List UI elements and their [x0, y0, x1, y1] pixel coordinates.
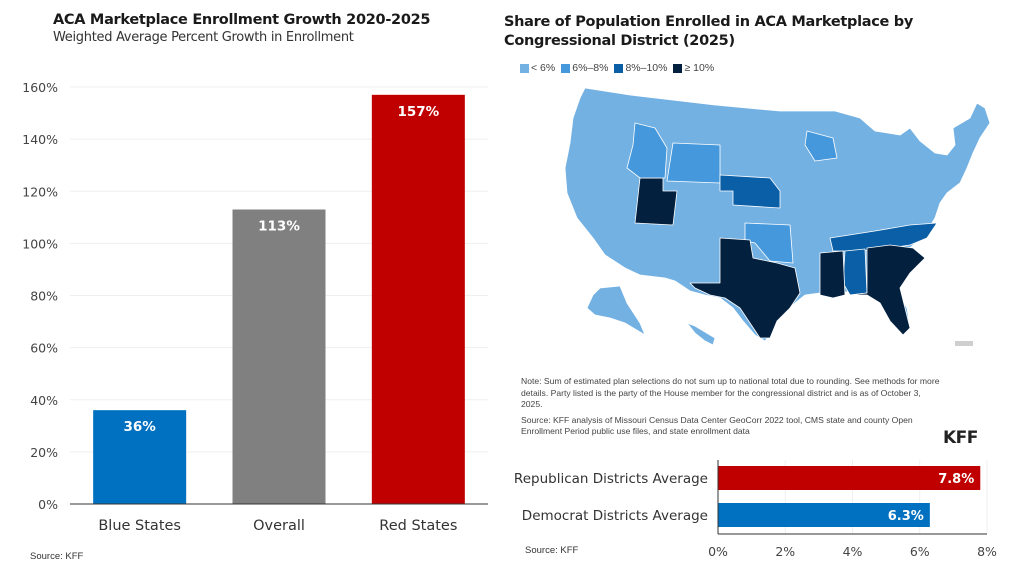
legend-swatch [614, 63, 624, 73]
y-tick-label: 140% [22, 132, 58, 147]
map-region-alaska [586, 285, 646, 336]
map-source-text: Source: KFF analysis of Missouri Census … [521, 414, 913, 437]
data-label: 36% [124, 419, 157, 435]
map-region-hawaii [686, 322, 716, 346]
y-tick-label: 80% [30, 289, 58, 304]
map-region-wyoming [666, 142, 721, 184]
map-region-texas [689, 237, 801, 339]
enrollment-growth-bar-chart: 0% 20% 40% 60% 80% 100% 120% 140% 160% 36% Blue St… [22, 80, 488, 534]
right-source: Source: KFF [525, 545, 579, 556]
bar [232, 209, 326, 504]
map-region-mississippi [819, 250, 846, 299]
legend-swatch [520, 63, 529, 73]
map-region-wisconsin [804, 130, 838, 162]
legend-item: 6%–8% [561, 62, 608, 74]
x-tick-label: 2% [775, 544, 795, 559]
y-tick-label: 20% [30, 445, 58, 460]
map-title: Share of Population Enrolled in ACA Mark… [504, 14, 914, 49]
x-tick-label: 6% [910, 544, 930, 559]
x-tick-label: Blue States [98, 518, 181, 534]
left-source: Source: KFF [30, 551, 84, 562]
legend-swatch [673, 63, 683, 73]
map-region-georgia-sc-florida [849, 244, 926, 336]
us-choropleth-map [564, 87, 991, 346]
map-region-alabama [842, 248, 868, 296]
x-tick-label: 8% [977, 544, 997, 559]
kff-logo: KFF [943, 428, 978, 448]
bar [718, 503, 930, 527]
map-notes: Note: Sum of estimated plan selections d… [521, 376, 941, 438]
map-legend: < 6% 6%–8% 8%–10% ≥ 10% [520, 62, 714, 74]
x-tick-label: 0% [708, 544, 728, 559]
bar [718, 466, 981, 490]
y-tick-label: 40% [30, 393, 58, 408]
data-label: 7.8% [938, 472, 974, 487]
x-tick-label: Red States [379, 518, 457, 534]
left-chart-subtitle: Weighted Average Percent Growth in Enrol… [53, 30, 354, 45]
bar [371, 94, 465, 504]
y-tick-label: 120% [22, 184, 58, 199]
legend-item: 8%–10% [614, 62, 667, 74]
legend-label: ≥ 10% [684, 62, 715, 74]
legend-label: 6%–8% [572, 62, 609, 74]
x-tick-label: Overall [253, 518, 305, 534]
bar [93, 410, 187, 504]
legend-item: < 6% [520, 62, 555, 74]
data-label: 113% [258, 218, 300, 234]
data-label: 157% [397, 104, 439, 120]
y-tick-label: 160% [22, 80, 58, 95]
map-region-puerto-rico [955, 341, 973, 346]
map-region-idaho [626, 122, 668, 179]
legend-item: ≥ 10% [673, 62, 714, 74]
y-tick-label: Republican Districts Average [514, 471, 708, 487]
data-label: 6.3% [888, 509, 924, 524]
y-tick-label: 100% [22, 236, 58, 251]
y-tick-label: 0% [38, 497, 58, 512]
y-tick-label: 60% [30, 341, 58, 356]
y-tick-label: Democrat Districts Average [522, 508, 708, 524]
note-text: Note: Sum of estimated plan selections d… [521, 376, 940, 410]
legend-swatch [561, 63, 571, 73]
legend-label: < 6% [531, 62, 556, 74]
legend-label: 8%–10% [625, 62, 668, 74]
map-region-nebraska [719, 174, 781, 209]
left-chart-title: ACA Marketplace Enrollment Growth 2020-2… [53, 12, 431, 28]
x-tick-label: 4% [843, 544, 863, 559]
district-average-bar-chart: 0% 2% 4% 6% 8% 7.8% Republican Districts Avera… [514, 460, 997, 559]
